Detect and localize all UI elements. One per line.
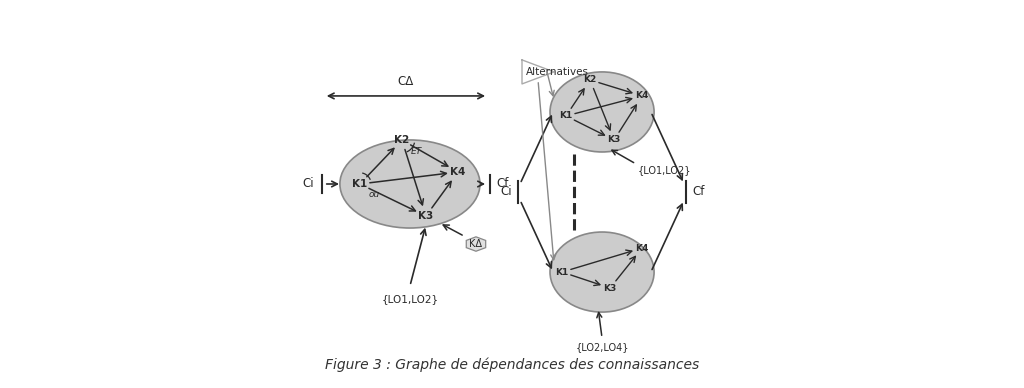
Text: KΔ: KΔ bbox=[469, 239, 482, 249]
Text: K4: K4 bbox=[451, 167, 466, 177]
Text: {LO1,LO2}: {LO1,LO2} bbox=[638, 165, 691, 175]
Text: {LO1,LO2}: {LO1,LO2} bbox=[381, 294, 438, 304]
Text: {LO2,LO4}: {LO2,LO4} bbox=[575, 342, 629, 352]
Text: Figure 3 : Graphe de dépendances des connaissances: Figure 3 : Graphe de dépendances des con… bbox=[325, 358, 699, 372]
Text: ET: ET bbox=[411, 147, 422, 156]
Text: K4: K4 bbox=[636, 92, 649, 100]
Text: K1: K1 bbox=[555, 268, 568, 277]
Text: Ci: Ci bbox=[302, 177, 314, 191]
Text: ou: ou bbox=[369, 189, 380, 199]
Text: K4: K4 bbox=[636, 244, 649, 253]
Text: K2: K2 bbox=[584, 75, 597, 85]
Text: K3: K3 bbox=[607, 135, 621, 144]
Text: Alternatives: Alternatives bbox=[526, 67, 589, 77]
Text: CΔ: CΔ bbox=[397, 75, 414, 88]
Text: Cf: Cf bbox=[692, 185, 705, 199]
Text: K1: K1 bbox=[559, 111, 572, 120]
Text: K1: K1 bbox=[352, 179, 368, 189]
Text: Ci: Ci bbox=[501, 185, 512, 199]
Text: K2: K2 bbox=[394, 135, 410, 145]
Ellipse shape bbox=[550, 232, 654, 312]
Polygon shape bbox=[466, 237, 485, 251]
Text: Cf: Cf bbox=[496, 177, 508, 191]
Text: K3: K3 bbox=[603, 284, 616, 293]
Text: K3: K3 bbox=[419, 211, 433, 221]
Ellipse shape bbox=[550, 72, 654, 152]
Ellipse shape bbox=[340, 140, 480, 228]
